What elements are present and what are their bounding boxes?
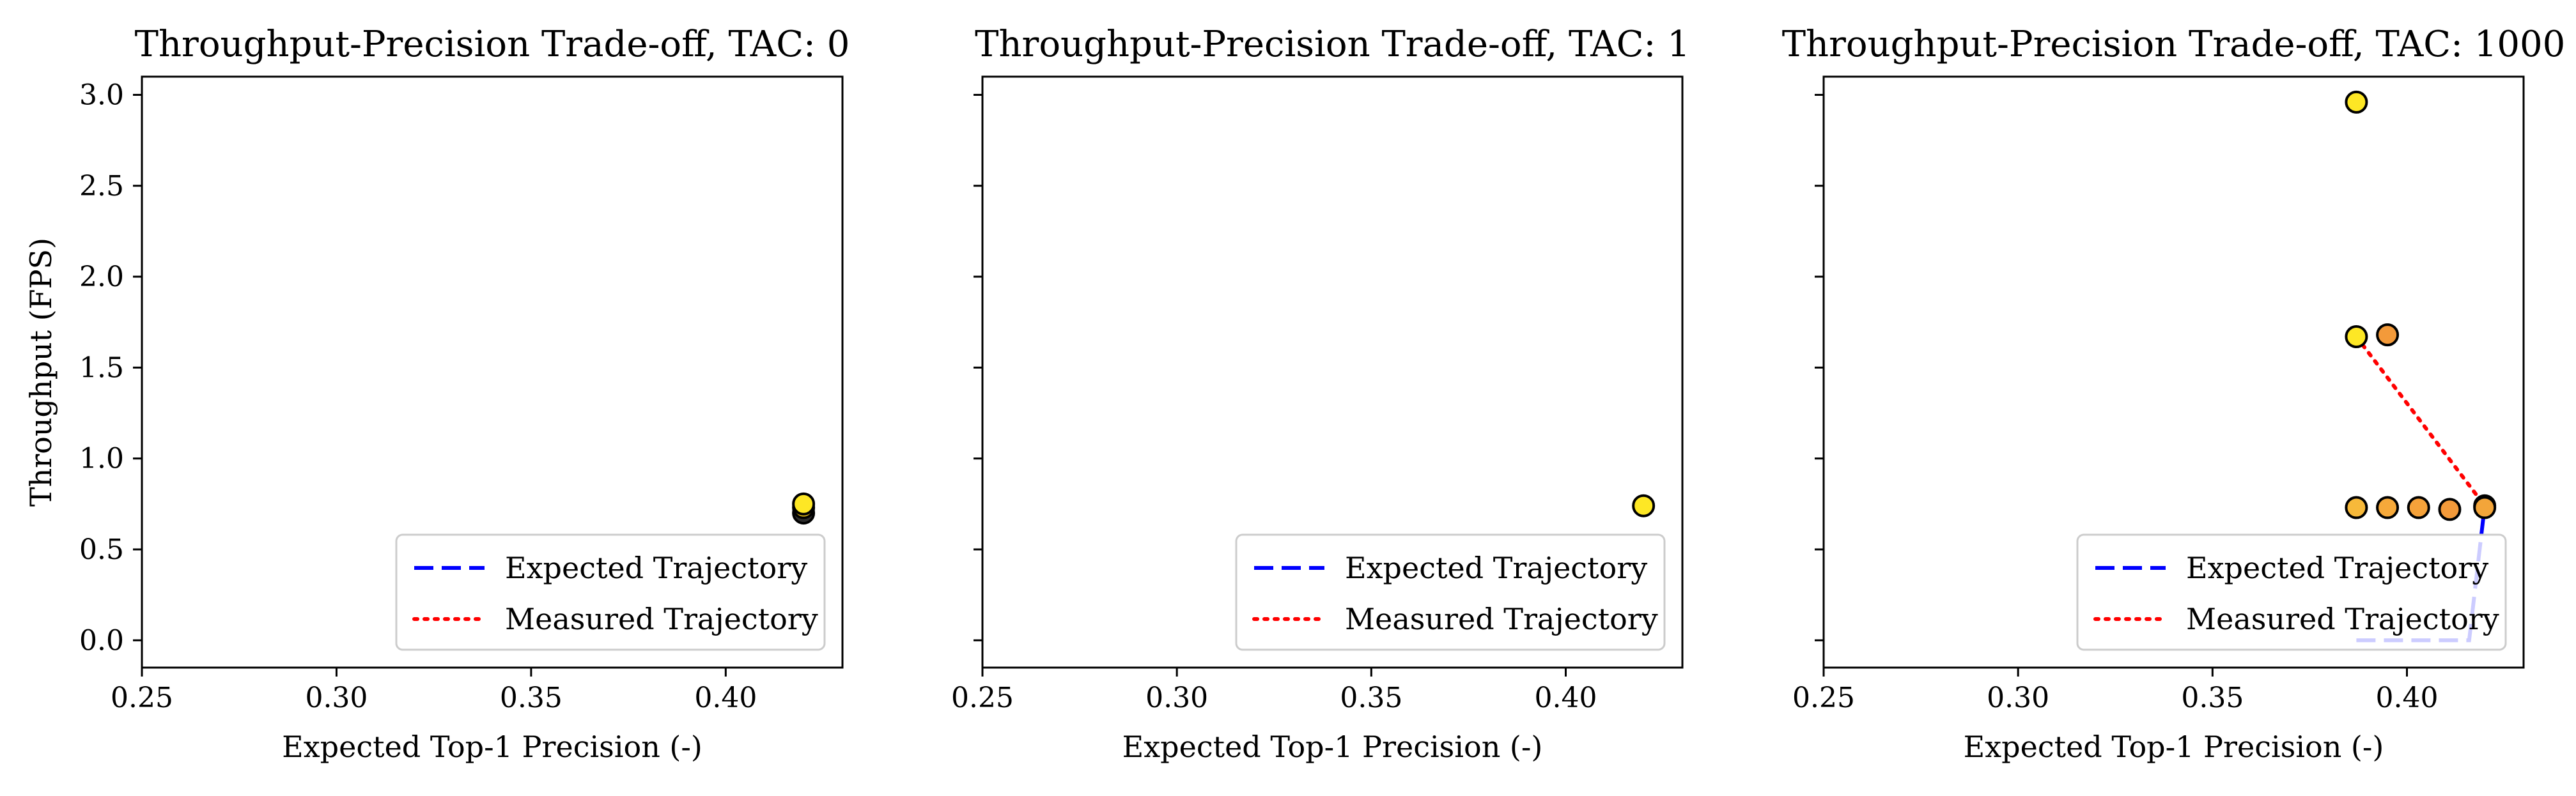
x-axis-label: Expected Top-1 Precision (-)	[1964, 730, 2384, 764]
x-tick-label: 0.25	[111, 682, 173, 714]
legend-label: Measured Trajectory	[1345, 602, 1658, 636]
chart-panel-1: Throughput-Precision Trade-off, TAC: 0 Ex…	[24, 24, 850, 764]
data-point	[2473, 496, 2497, 519]
chart-title: Throughput-Precision Trade-off, TAC: 1	[975, 24, 1690, 65]
y-tick-label: 2.5	[79, 170, 124, 203]
data-point	[2345, 496, 2368, 519]
legend: Expected Trajectory Measured Trajectory	[1235, 533, 1666, 651]
x-tick-label: 0.30	[305, 682, 368, 714]
measured-trajectory-line	[2354, 335, 2487, 508]
chart-title: Throughput-Precision Trade-off, TAC: 0	[135, 24, 850, 65]
data-point	[2438, 498, 2462, 521]
data-point	[792, 492, 816, 516]
y-tick-label: 3.0	[79, 79, 124, 111]
x-axis-label: Expected Top-1 Precision (-)	[1122, 730, 1543, 764]
x-tick-label: 0.35	[500, 682, 563, 714]
legend-label: Expected Trajectory	[2186, 551, 2488, 585]
legend: Expected Trajectory Measured Trajectory	[395, 533, 826, 651]
plot-frame	[981, 75, 1684, 669]
legend-label: Expected Trajectory	[1345, 551, 1647, 585]
y-tick-label: 1.5	[79, 351, 124, 384]
legend-label: Measured Trajectory	[2186, 602, 2499, 636]
x-tick-label: 0.25	[951, 682, 1014, 714]
plot-frame	[141, 75, 844, 669]
legend-label: Expected Trajectory	[505, 551, 807, 585]
data-point	[2376, 323, 2400, 347]
x-tick-label: 0.30	[1987, 682, 2049, 714]
x-tick-label: 0.35	[1340, 682, 1402, 714]
x-tick-label: 0.40	[694, 682, 757, 714]
y-tick-label: 1.0	[79, 443, 124, 475]
x-axis-label: Expected Top-1 Precision (-)	[282, 730, 702, 764]
legend-frame	[2076, 533, 2507, 651]
y-tick-label: 2.0	[79, 261, 124, 293]
chart-panel-3: Throughput-Precision Trade-off, TAC: 100…	[1782, 24, 2566, 764]
data-point	[2345, 90, 2368, 114]
x-tick-label: 0.40	[2376, 682, 2439, 714]
plot-frame	[1822, 75, 2525, 669]
x-tick-label: 0.30	[1145, 682, 1208, 714]
data-point	[2376, 496, 2400, 519]
legend-frame	[395, 533, 826, 651]
y-axis-label: Throughput (FPS)	[24, 238, 58, 507]
y-tick-label: 0.0	[79, 624, 124, 657]
legend-label: Measured Trajectory	[505, 602, 818, 636]
legend: Expected Trajectory Measured Trajectory	[2076, 533, 2507, 651]
x-tick-label: 0.40	[1535, 682, 1597, 714]
data-point	[2407, 496, 2430, 519]
legend-frame	[1235, 533, 1666, 651]
x-tick-label: 0.25	[1792, 682, 1855, 714]
x-tick-label: 0.35	[2181, 682, 2244, 714]
data-point	[1632, 494, 1656, 517]
y-tick-label: 0.5	[79, 533, 124, 566]
chart-panel-2: Throughput-Precision Trade-off, TAC: 1 Ex…	[951, 24, 1690, 764]
data-point	[2345, 325, 2368, 348]
chart-title: Throughput-Precision Trade-off, TAC: 100…	[1782, 24, 2566, 65]
